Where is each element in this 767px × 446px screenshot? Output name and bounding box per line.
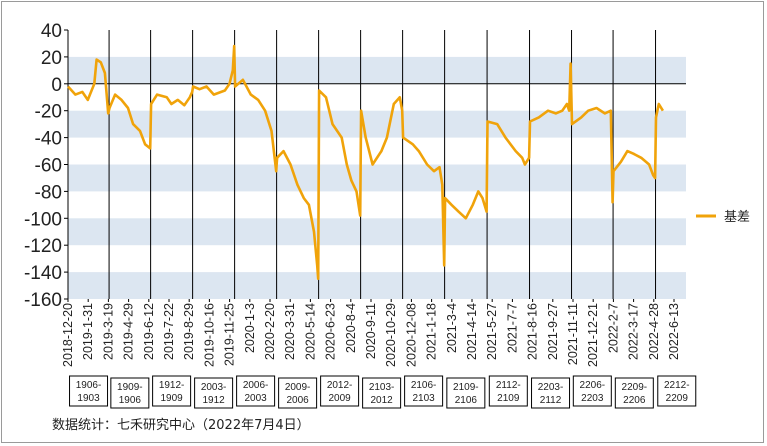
y-tick-label: -140 <box>24 263 62 284</box>
grid-band <box>68 272 686 299</box>
y-tick-label: 20 <box>41 48 62 69</box>
x-tick-label: 2021-5-27 <box>485 303 499 360</box>
contract-box <box>572 375 612 407</box>
contract-box-label: 1906 <box>119 395 142 406</box>
y-tick-label: -20 <box>35 102 62 123</box>
x-tick-label: 2020-10-29 <box>384 303 398 367</box>
grid-band <box>68 218 686 246</box>
contract-box-label: 2109- <box>453 382 479 393</box>
contract-box <box>320 375 360 407</box>
x-tick-label: 2019-8-29 <box>182 303 196 360</box>
contract-box <box>236 375 276 407</box>
contract-box-label: 2003- <box>201 382 227 393</box>
x-tick-label: 2022-2-7 <box>606 303 620 353</box>
x-tick-label: 2022-3-17 <box>627 303 641 360</box>
contract-box-label: 2012- <box>327 380 353 391</box>
x-tick-label: 2019-11-25 <box>223 303 237 366</box>
x-tick-label: 2020-3-31 <box>283 303 297 360</box>
contract-box-label: 2206- <box>580 380 606 391</box>
y-tick-label: -40 <box>35 129 62 150</box>
contract-box <box>110 377 150 409</box>
contract-box-label: 2112 <box>540 395 562 406</box>
contract-box <box>614 377 654 409</box>
x-tick-label: 2019-10-16 <box>202 303 216 367</box>
grid-band <box>68 164 686 192</box>
contract-box-label: 2006- <box>243 380 269 391</box>
contract-box-label: 1909 <box>160 393 183 404</box>
x-tick-label: 2021-4-14 <box>465 303 479 360</box>
contract-box <box>362 377 402 409</box>
contract-box <box>657 375 697 407</box>
x-tick-label: 2022-4-28 <box>647 303 661 360</box>
y-tick-label: 40 <box>41 21 62 42</box>
contract-box-label: 2209 <box>666 393 689 404</box>
contract-box <box>194 377 234 409</box>
contract-box-label: 2206 <box>623 395 646 406</box>
y-tick-label: -80 <box>35 182 62 203</box>
x-tick-label: 2020-5-14 <box>303 303 317 360</box>
grid-band <box>68 56 686 84</box>
contract-box-label: 2103- <box>369 382 395 393</box>
x-tick-label: 2020-2-20 <box>263 303 277 360</box>
x-tick-label: 2019-4-29 <box>122 303 136 360</box>
contract-box-label: 1906- <box>76 380 102 391</box>
contract-box <box>531 377 571 409</box>
y-tick-label: -100 <box>24 209 62 230</box>
contract-box-label: 2006 <box>286 395 309 406</box>
source-note: 数据统计：七禾研究中心（2022年7月4日） <box>52 418 310 433</box>
x-tick-label: 2021-9-27 <box>546 303 560 360</box>
x-tick-label: 2022-6-13 <box>667 303 681 360</box>
x-tick-label: 2021-8-16 <box>526 303 540 360</box>
x-tick-label: 2020-9-11 <box>364 303 378 359</box>
contract-box-label: 2106- <box>411 380 437 391</box>
y-tick-label: 0 <box>51 75 62 96</box>
contract-box-label: 2212- <box>664 380 690 391</box>
contract-box-label: 2109 <box>497 393 520 404</box>
x-tick-label: 2020-1-3 <box>243 303 257 353</box>
contract-box-label: 2103 <box>412 393 435 404</box>
series-line-basis <box>67 44 665 281</box>
contract-box-label: 1912 <box>202 395 225 406</box>
contract-box <box>152 375 192 407</box>
contract-box-label: 2203 <box>581 393 604 404</box>
contract-box-label: 2112- <box>496 380 521 391</box>
y-tick-label: -120 <box>24 236 62 257</box>
grid-band <box>68 110 686 138</box>
contract-box-label: 2209- <box>622 382 648 393</box>
x-tick-label: 2020-12-08 <box>404 303 418 367</box>
x-tick-label: 2021-3-4 <box>445 303 459 353</box>
x-tick-label: 2018-12-20 <box>61 303 75 367</box>
contract-box-label: 2009 <box>328 393 351 404</box>
contract-box-label: 2106 <box>455 395 478 406</box>
x-tick-label: 2019-1-31 <box>81 303 95 360</box>
contract-box <box>446 377 486 409</box>
contract-box-label: 1912- <box>159 380 185 391</box>
y-tick-label: -160 <box>24 290 62 311</box>
contract-box-label: 2009- <box>285 382 311 393</box>
x-tick-label: 2021-7-7 <box>505 303 519 353</box>
x-tick-label: 2020-8-4 <box>344 303 358 353</box>
x-tick-label: 2019-3-19 <box>101 303 115 360</box>
y-tick-label: -60 <box>35 156 62 177</box>
contract-box-label: 2012 <box>370 395 393 406</box>
contract-box-label: 1903 <box>77 393 100 404</box>
contract-box <box>69 375 109 407</box>
contract-box-label: 2203- <box>538 382 564 393</box>
x-tick-label: 2019-7-22 <box>162 303 176 360</box>
contract-box-label: 1909- <box>117 382 143 393</box>
x-tick-label: 2021-1-18 <box>425 303 439 360</box>
contract-box-label: 2003 <box>244 393 267 404</box>
x-tick-label: 2021-11-11 <box>566 303 580 365</box>
legend-label: 基差 <box>724 210 750 225</box>
x-tick-label: 2021-12-21 <box>586 303 600 367</box>
contract-box <box>488 375 528 407</box>
x-tick-label: 2020-6-23 <box>324 303 338 360</box>
x-tick-label: 2019-6-12 <box>142 303 156 360</box>
contract-box <box>404 375 444 407</box>
contract-box <box>278 377 318 409</box>
